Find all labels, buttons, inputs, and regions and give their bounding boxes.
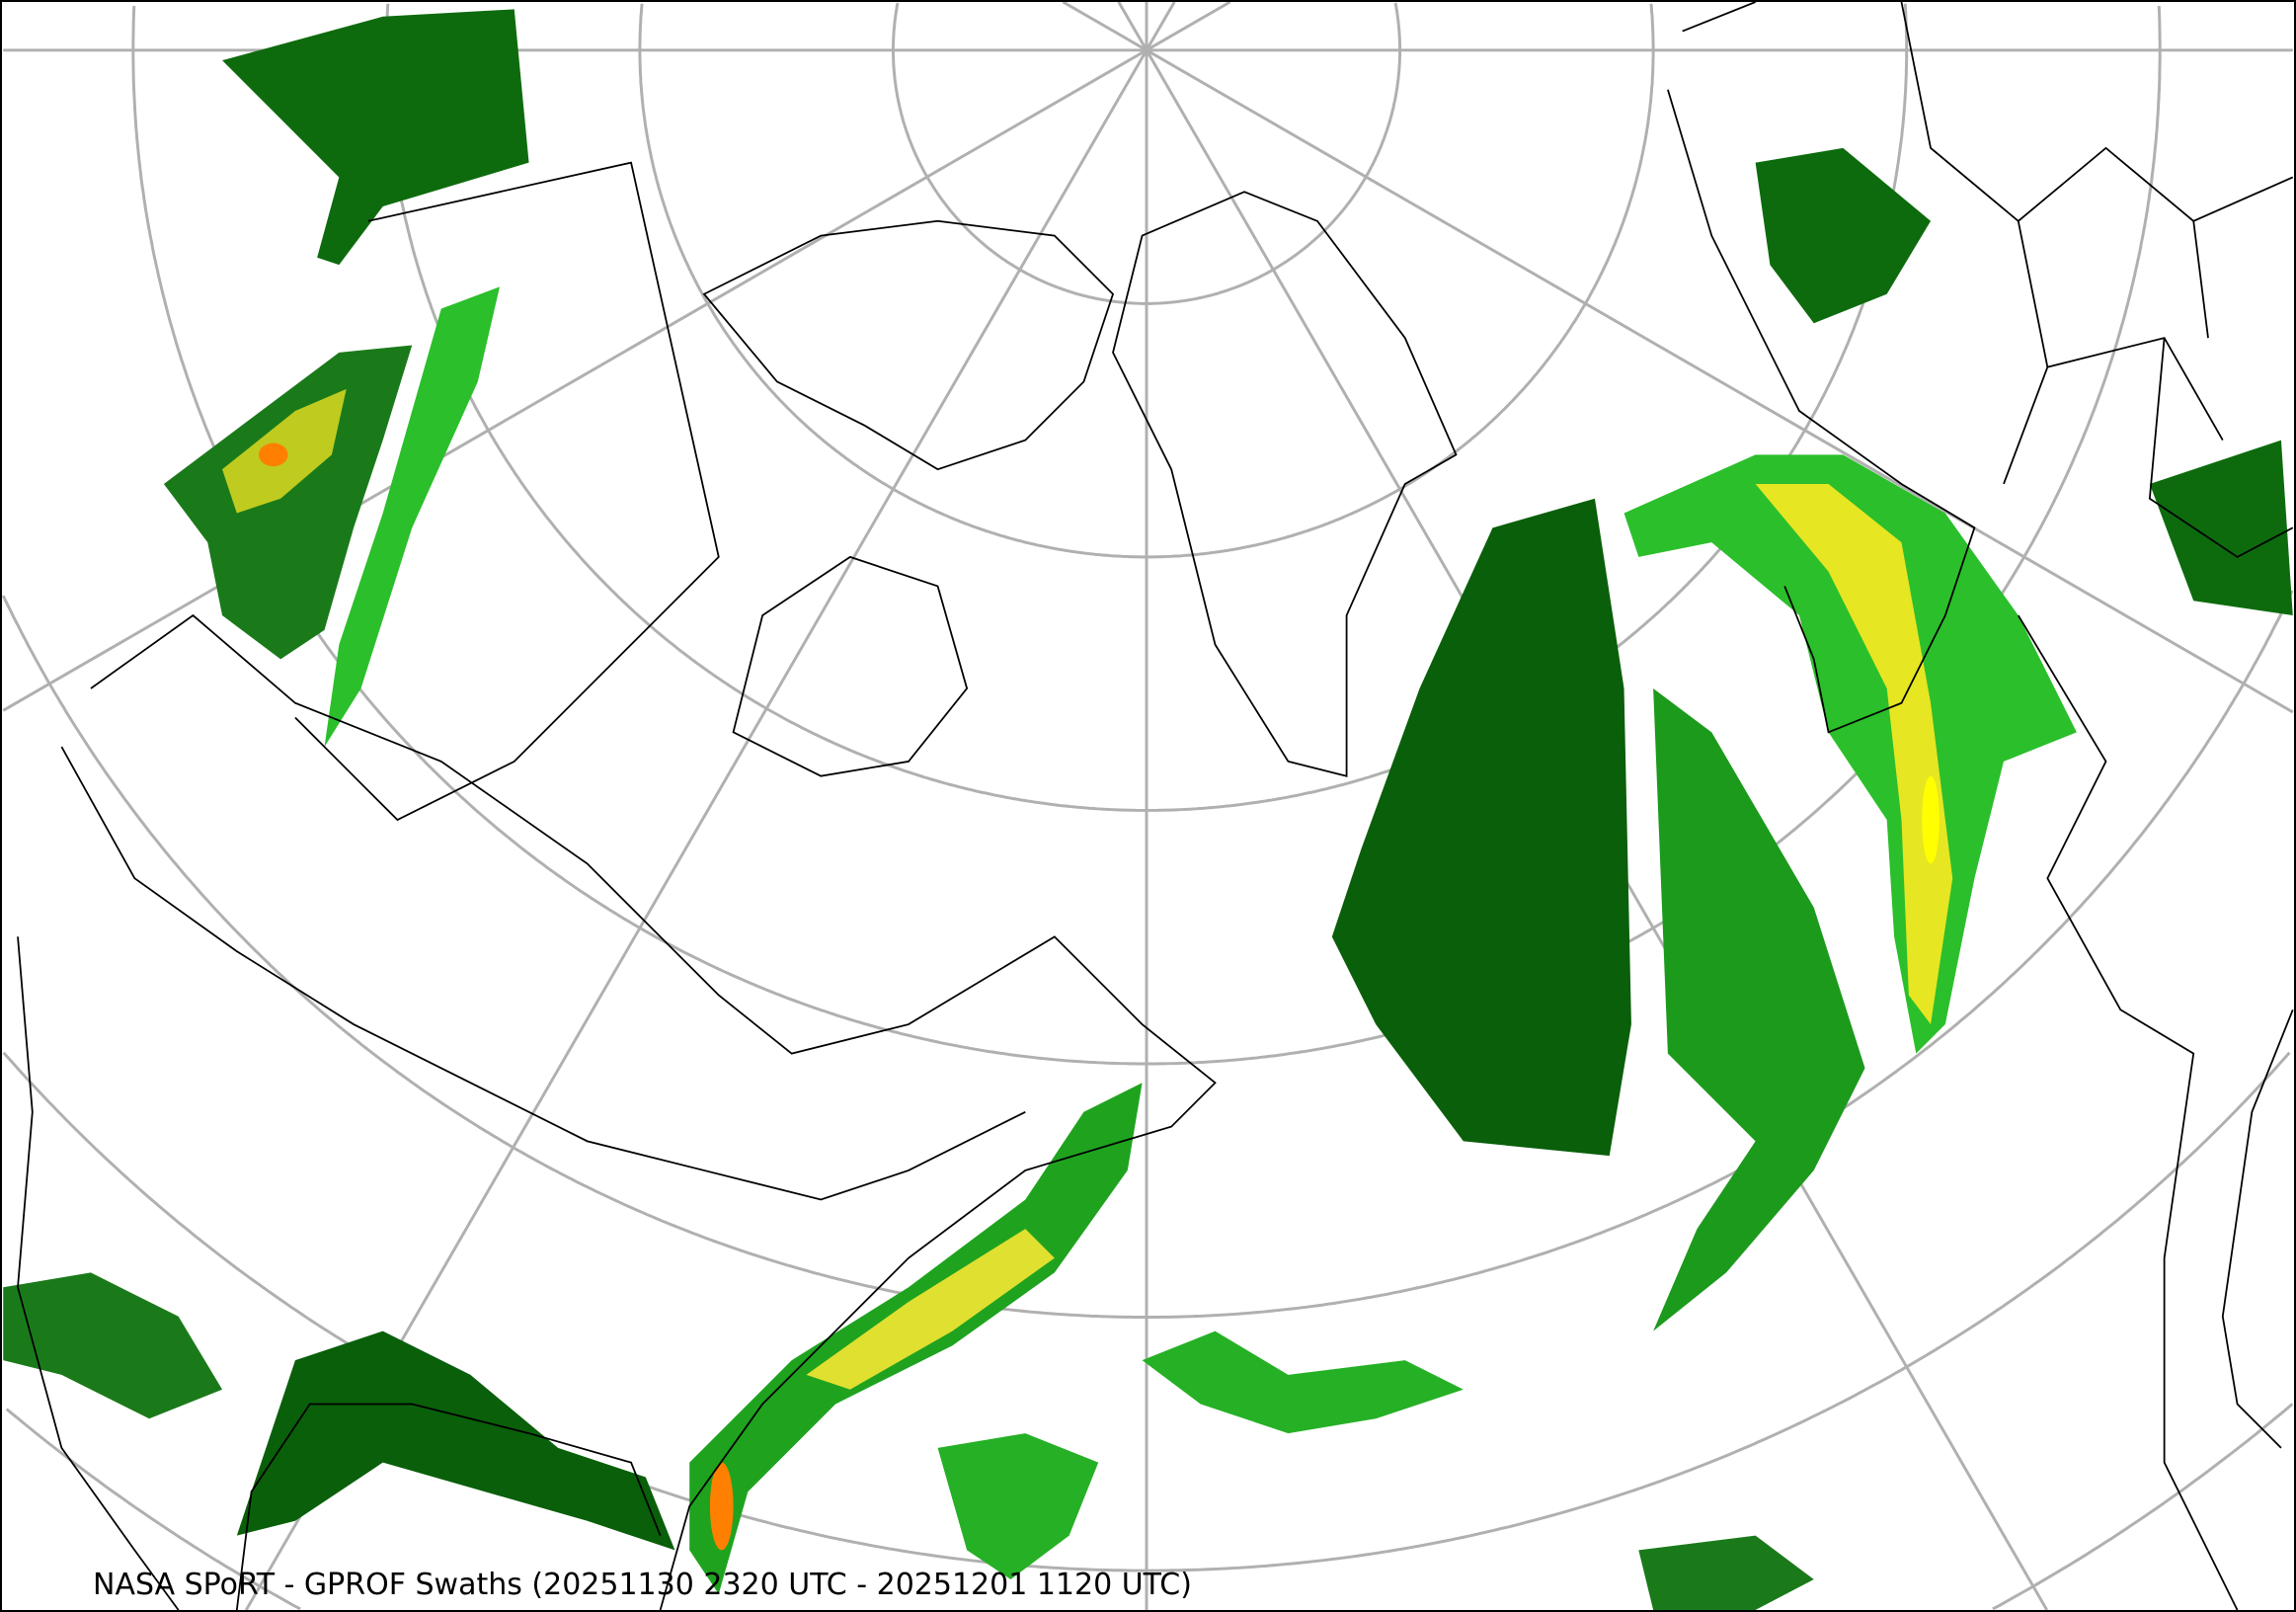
meridian-line: [2, 48, 1148, 712]
map-title: NASA SPoRT - GPROF Swaths (20251130 2320…: [93, 1568, 1192, 1602]
west-coast: [17, 936, 180, 1610]
precip-caribbean: [937, 1433, 1099, 1579]
latitude-circle: [891, 2, 1402, 305]
precip-scandinavia: [1755, 147, 1932, 324]
hudson-bay-outline: [732, 555, 969, 777]
alaska-border: [294, 161, 720, 822]
precip-heavy-cell: [1922, 775, 1940, 864]
gulf-coast: [235, 1403, 662, 1610]
canada-arctic-outline: [702, 219, 1115, 471]
precip-eastern-europe: [2149, 440, 2293, 616]
precip-europe-core: [1755, 483, 1953, 1025]
meridian-line: [1146, 48, 2294, 714]
africa-coast: [2221, 1008, 2294, 1449]
country-state-boundaries: [17, 2, 2294, 1610]
precip-alaska: [163, 345, 413, 660]
precip-atlantic-swath: [1653, 687, 1865, 1331]
precip-heavy-cell: [258, 443, 288, 467]
meridian-line: [1145, 2, 1176, 51]
precip-alaska-strip: [324, 286, 500, 748]
meridian-line: [1146, 2, 1231, 52]
precip-europe-band: [1623, 454, 2077, 1054]
precip-mexico: [3, 1272, 223, 1419]
precip-gulf: [236, 1330, 675, 1551]
precip-heavy-cell: [709, 1462, 734, 1551]
north-america-coast: [90, 613, 1217, 1610]
precip-africa-coast: [1638, 1535, 1814, 1610]
precip-bering: [222, 9, 529, 266]
meridian-line: [1117, 2, 1148, 51]
greenland-outline: [1112, 191, 1458, 777]
us-canada-border: [60, 746, 1026, 1201]
europe-coast: [1667, 2, 2239, 1610]
precipitation-swaths: [3, 9, 2293, 1610]
meridian-line: [1062, 2, 1148, 52]
precip-us-east-core: [806, 1229, 1055, 1390]
precip-atlantic-cells: [1142, 1330, 1464, 1434]
europe-borders: [1900, 2, 2294, 558]
latitude-circle: [638, 3, 1655, 559]
latitude-circle: [5, 1403, 2294, 1610]
precip-greenland-swath: [1331, 498, 1631, 1157]
